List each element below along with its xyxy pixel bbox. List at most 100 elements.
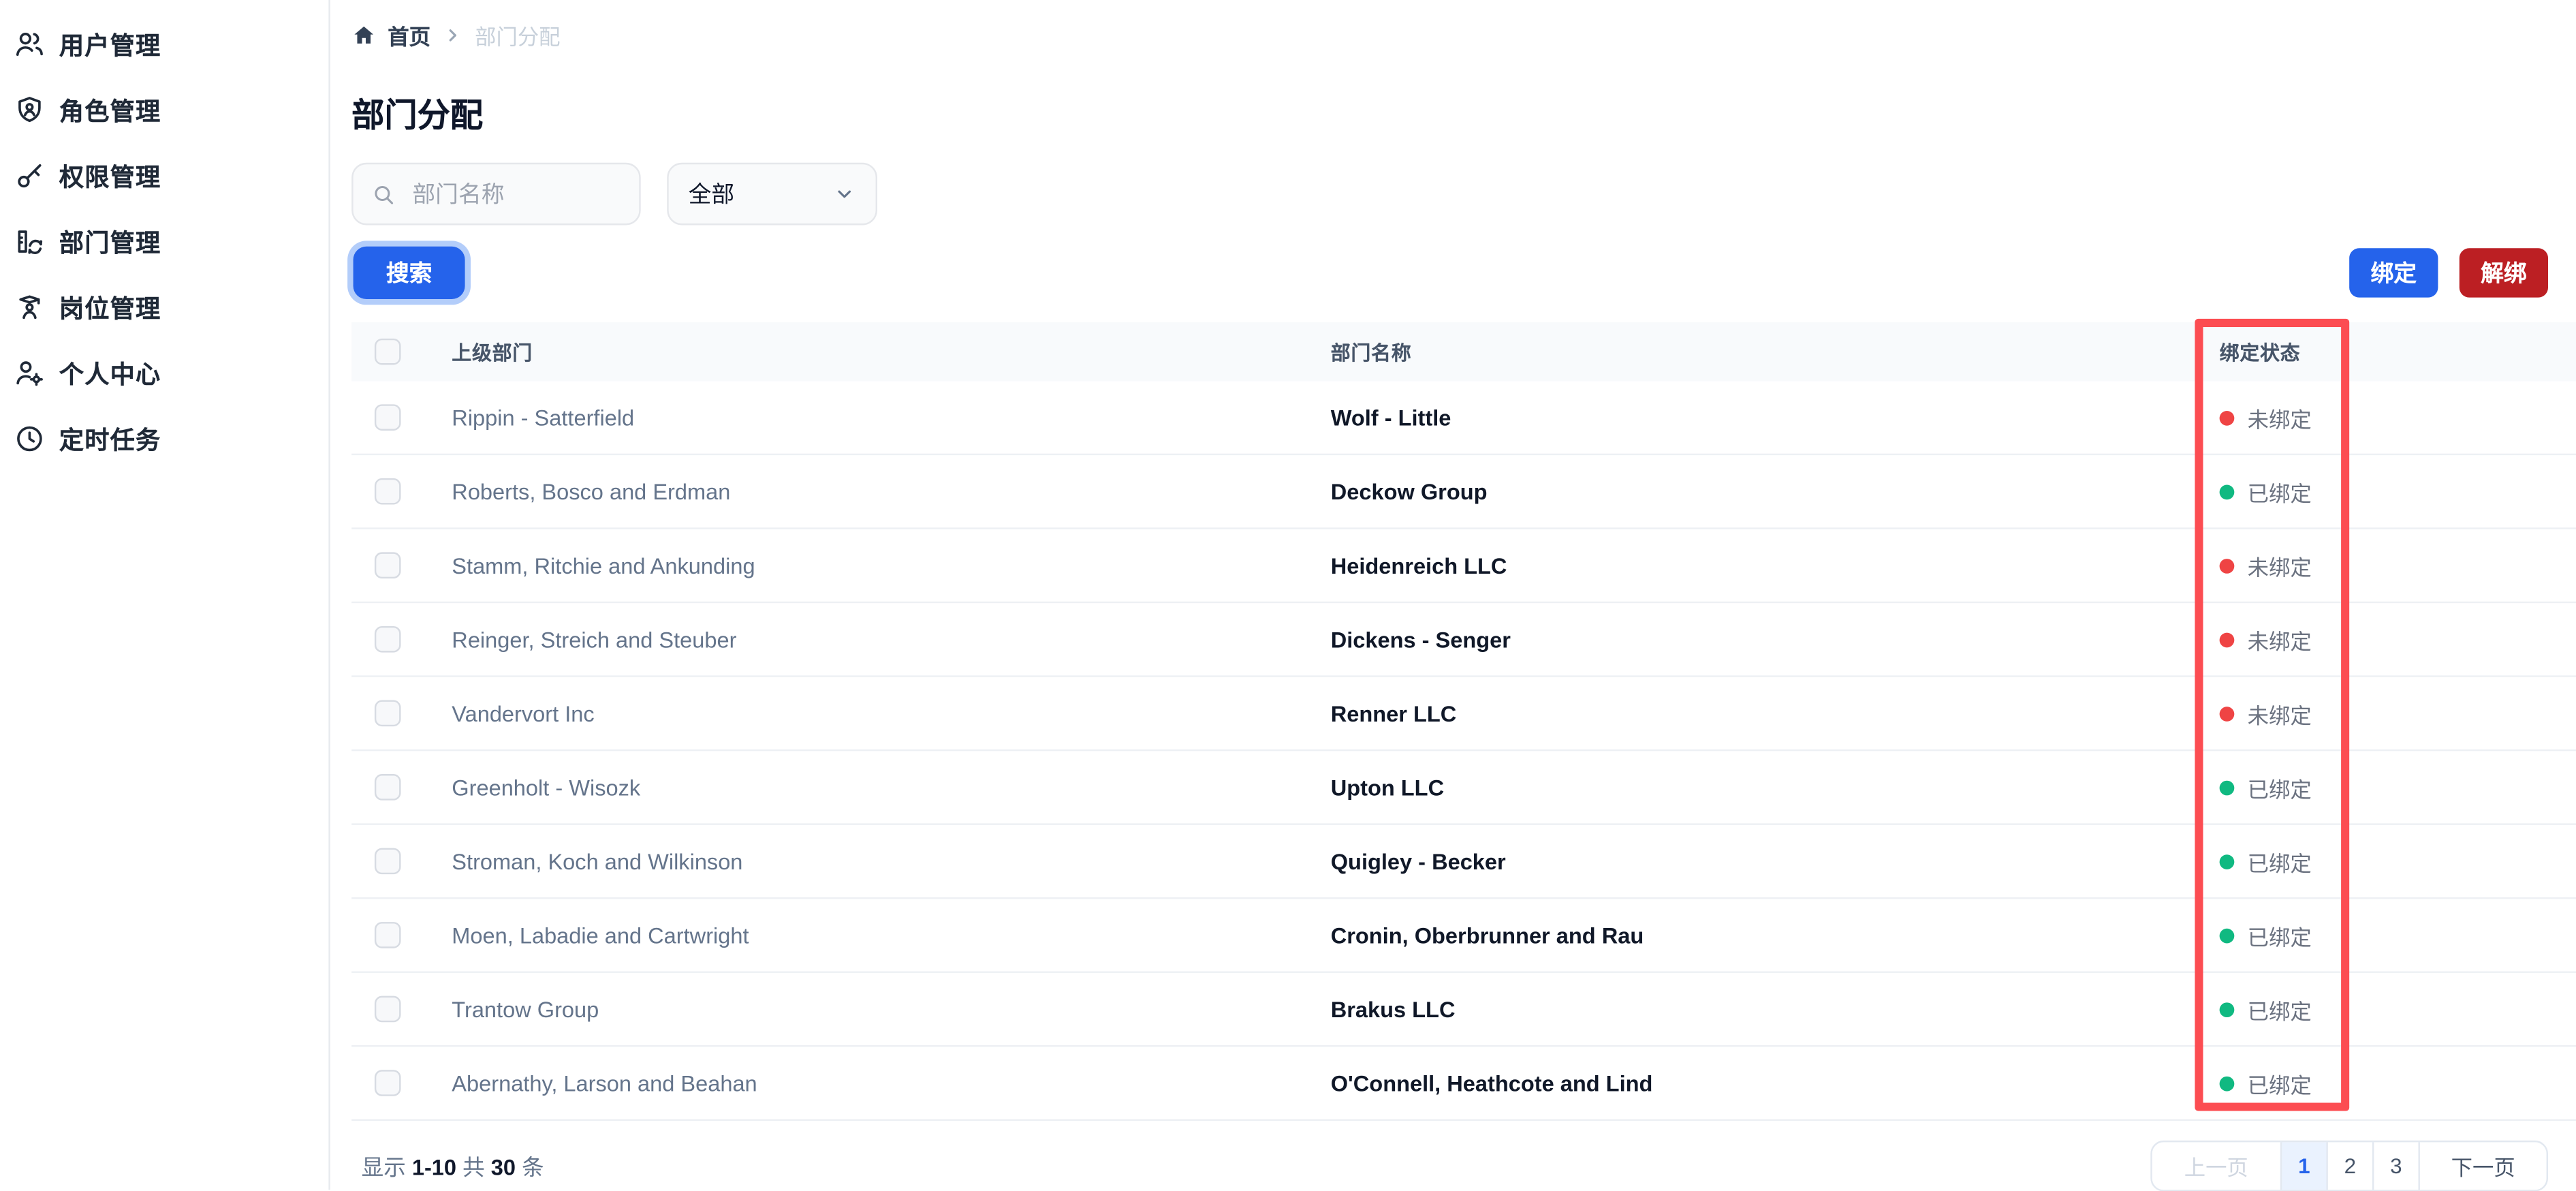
row-filler-cell bbox=[2349, 455, 2576, 527]
status-label: 已绑定 bbox=[2247, 480, 2312, 506]
row-checkbox[interactable] bbox=[374, 478, 401, 505]
home-icon[interactable] bbox=[351, 23, 376, 48]
select-all-checkbox[interactable] bbox=[374, 338, 401, 365]
row-checkbox[interactable] bbox=[374, 774, 401, 801]
parent-department-text: Moen, Labadie and Cartwright bbox=[452, 923, 749, 948]
binding-status-cell: 未绑定 bbox=[2195, 382, 2349, 454]
dept-icon bbox=[13, 225, 46, 258]
table-row: Rippin - Satterfield Wolf - Little 未绑定 bbox=[351, 382, 2576, 456]
status-dot-icon bbox=[2219, 927, 2235, 943]
sidebar-item-label: 用户管理 bbox=[59, 32, 161, 61]
table-row: Stamm, Ritchie and Ankunding Heidenreich… bbox=[351, 529, 2576, 604]
row-checkbox[interactable] bbox=[374, 625, 401, 653]
sidebar-item-label: 权限管理 bbox=[59, 163, 161, 191]
row-checkbox[interactable] bbox=[374, 848, 401, 875]
row-checkbox-cell bbox=[351, 899, 430, 971]
binding-status-cell: 未绑定 bbox=[2195, 677, 2349, 749]
pagination-info-range: 1-10 bbox=[411, 1155, 457, 1180]
unbind-button[interactable]: 解绑 bbox=[2459, 248, 2549, 298]
binding-status-cell: 已绑定 bbox=[2195, 973, 2349, 1045]
row-checkbox-cell bbox=[351, 677, 430, 749]
status-dot-icon bbox=[2219, 557, 2235, 573]
row-checkbox[interactable] bbox=[374, 700, 401, 727]
search-box[interactable] bbox=[351, 162, 641, 226]
search-input[interactable] bbox=[409, 179, 621, 209]
page-button-3[interactable]: 3 bbox=[2372, 1141, 2419, 1190]
filter-bar: 全部 bbox=[351, 162, 2576, 226]
department-name-cell: O'Connell, Heathcote and Lind bbox=[1311, 1047, 2195, 1119]
status-label: 未绑定 bbox=[2247, 555, 2312, 580]
table-row: Moen, Labadie and Cartwright Cronin, Obe… bbox=[351, 899, 2576, 973]
breadcrumb: 首页 部门分配 bbox=[351, 20, 2576, 51]
department-name-cell: Quigley - Becker bbox=[1311, 825, 2195, 897]
parent-department-cell: Stroman, Koch and Wilkinson bbox=[430, 825, 1311, 897]
parent-department-cell: Moen, Labadie and Cartwright bbox=[430, 899, 1311, 971]
row-checkbox-cell bbox=[351, 1047, 430, 1119]
column-header-status: 绑定状态 bbox=[2219, 341, 2301, 365]
toolbar: 搜索 绑定 解绑 bbox=[351, 246, 2576, 299]
parent-department-text: Abernathy, Larson and Beahan bbox=[452, 1070, 757, 1096]
row-checkbox[interactable] bbox=[374, 922, 401, 948]
binding-status-cell: 已绑定 bbox=[2195, 1047, 2349, 1119]
department-name-cell: Wolf - Little bbox=[1311, 382, 2195, 454]
parent-department-text: Stamm, Ritchie and Ankunding bbox=[452, 553, 755, 578]
parent-department-text: Greenholt - Wisozk bbox=[452, 775, 641, 800]
status-filter-select[interactable]: 全部 bbox=[667, 162, 878, 226]
page-button-1[interactable]: 1 bbox=[2280, 1141, 2327, 1190]
sidebar-item-tasks[interactable]: 定时任务 bbox=[0, 406, 328, 471]
sidebar-item-users[interactable]: 用户管理 bbox=[0, 12, 328, 77]
department-name-text: Renner LLC bbox=[1330, 700, 1457, 726]
department-name-text: Deckow Group bbox=[1330, 479, 1488, 504]
search-button[interactable]: 搜索 bbox=[353, 246, 465, 299]
row-checkbox[interactable] bbox=[374, 404, 401, 431]
header-checkbox-cell bbox=[351, 322, 430, 382]
row-checkbox-cell bbox=[351, 382, 430, 454]
row-checkbox[interactable] bbox=[374, 1070, 401, 1096]
sidebar-item-label: 部门管理 bbox=[59, 229, 161, 258]
header-filler-cell bbox=[2349, 322, 2576, 382]
status-dot-icon bbox=[2219, 854, 2235, 869]
shield-user-icon bbox=[13, 93, 46, 126]
status-dot-icon bbox=[2219, 484, 2235, 499]
parent-department-cell: Stamm, Ritchie and Ankunding bbox=[430, 529, 1311, 602]
breadcrumb-home[interactable]: 首页 bbox=[388, 25, 430, 50]
sidebar-nav: 用户管理 角色管理 权限管理 部门管理 岗位管理 个人中心 定时任务 bbox=[0, 12, 328, 471]
row-checkbox-cell bbox=[351, 603, 430, 675]
sidebar-item-roles[interactable]: 角色管理 bbox=[0, 77, 328, 142]
parent-department-cell: Trantow Group bbox=[430, 973, 1311, 1045]
pagination-info-middle: 共 bbox=[462, 1155, 485, 1180]
status-label: 已绑定 bbox=[2247, 850, 2312, 876]
previous-page-button[interactable]: 上一页 bbox=[2184, 1154, 2248, 1179]
status-label: 已绑定 bbox=[2247, 1072, 2312, 1098]
binding-status-cell: 已绑定 bbox=[2195, 455, 2349, 527]
status-dot-icon bbox=[2219, 705, 2235, 721]
pagination-info-suffix: 条 bbox=[522, 1155, 544, 1180]
row-checkbox-cell bbox=[351, 455, 430, 527]
department-name-cell: Brakus LLC bbox=[1311, 973, 2195, 1045]
select-value: 全部 bbox=[688, 181, 735, 207]
sidebar-item-departments[interactable]: 部门管理 bbox=[0, 208, 328, 274]
sidebar-item-profile[interactable]: 个人中心 bbox=[0, 340, 328, 405]
department-name-cell: Cronin, Oberbrunner and Rau bbox=[1311, 899, 2195, 971]
page-title: 部门分配 bbox=[351, 98, 484, 135]
bind-button[interactable]: 绑定 bbox=[2349, 248, 2438, 298]
next-page-button[interactable]: 下一页 bbox=[2418, 1141, 2546, 1190]
status-label: 未绑定 bbox=[2247, 406, 2312, 432]
row-checkbox[interactable] bbox=[374, 552, 401, 579]
breadcrumb-current: 部门分配 bbox=[475, 25, 561, 50]
row-filler-cell bbox=[2349, 382, 2576, 454]
binding-status-cell: 已绑定 bbox=[2195, 825, 2349, 897]
key-icon bbox=[13, 159, 46, 192]
sidebar-item-permissions[interactable]: 权限管理 bbox=[0, 143, 328, 208]
sidebar-item-positions[interactable]: 岗位管理 bbox=[0, 275, 328, 340]
row-checkbox[interactable] bbox=[374, 995, 401, 1023]
row-filler-cell bbox=[2349, 751, 2576, 823]
departments-table: 上级部门 部门名称 绑定状态 Rippin - Satterfield Wolf… bbox=[351, 318, 2576, 1121]
parent-department-text: Stroman, Koch and Wilkinson bbox=[452, 848, 743, 873]
page-button-2[interactable]: 2 bbox=[2326, 1141, 2372, 1190]
status-dot-icon bbox=[2219, 1075, 2235, 1091]
row-filler-cell bbox=[2349, 1047, 2576, 1119]
